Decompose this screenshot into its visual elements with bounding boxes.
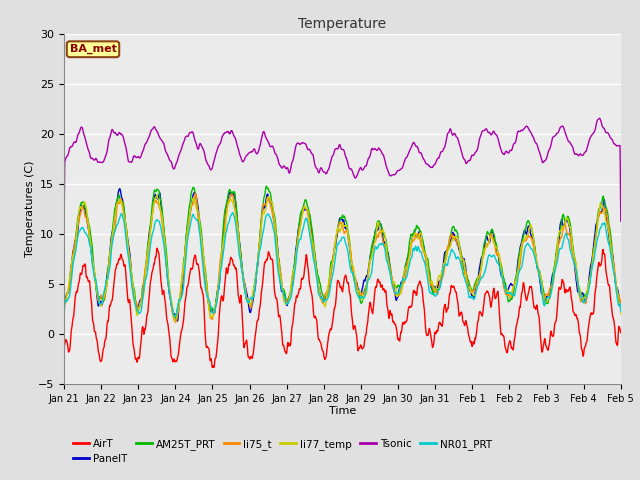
AM25T_PRT xyxy=(172,314,179,320)
AirT xyxy=(617,330,625,336)
li75_t xyxy=(60,312,68,318)
li77_temp xyxy=(103,279,111,285)
li77_temp xyxy=(378,229,385,235)
Tsonic xyxy=(377,148,385,154)
AM25T_PRT xyxy=(262,183,270,189)
AM25T_PRT xyxy=(297,209,305,215)
li77_temp xyxy=(297,219,305,225)
PanelT xyxy=(378,225,385,231)
Tsonic xyxy=(126,159,134,165)
X-axis label: Time: Time xyxy=(329,407,356,417)
Line: li77_temp: li77_temp xyxy=(64,195,621,321)
Tsonic xyxy=(60,229,68,235)
Legend: AirT, PanelT, AM25T_PRT, li75_t, li77_temp, Tsonic, NR01_PRT: AirT, PanelT, AM25T_PRT, li75_t, li77_te… xyxy=(69,435,496,468)
AM25T_PRT xyxy=(617,309,625,315)
Line: PanelT: PanelT xyxy=(64,189,621,321)
li77_temp xyxy=(172,318,179,324)
li75_t xyxy=(378,231,385,237)
Tsonic xyxy=(318,166,326,172)
NR01_PRT xyxy=(126,265,134,271)
PanelT xyxy=(103,272,111,278)
li77_temp xyxy=(617,311,625,317)
NR01_PRT xyxy=(297,236,305,242)
li75_t xyxy=(617,309,625,315)
NR01_PRT xyxy=(318,295,326,301)
AirT xyxy=(154,245,161,251)
AM25T_PRT xyxy=(126,255,134,261)
li77_temp xyxy=(153,192,161,198)
li75_t xyxy=(308,244,316,250)
NR01_PRT xyxy=(308,247,316,253)
Line: Tsonic: Tsonic xyxy=(64,118,621,232)
AirT xyxy=(378,283,385,288)
li77_temp xyxy=(308,240,316,245)
li75_t xyxy=(191,191,199,196)
AM25T_PRT xyxy=(319,291,326,297)
AirT xyxy=(297,281,305,287)
li75_t xyxy=(172,320,179,325)
li75_t xyxy=(319,300,326,306)
Tsonic xyxy=(596,115,604,121)
Line: AirT: AirT xyxy=(64,248,621,368)
Title: Temperature: Temperature xyxy=(298,17,387,31)
NR01_PRT xyxy=(60,315,68,321)
li75_t xyxy=(126,255,134,261)
PanelT xyxy=(617,310,625,316)
AM25T_PRT xyxy=(103,275,111,280)
AirT xyxy=(308,297,316,303)
Tsonic xyxy=(103,148,111,154)
li77_temp xyxy=(60,312,68,317)
PanelT xyxy=(60,310,68,315)
AirT xyxy=(60,339,68,345)
AirT xyxy=(126,298,134,303)
PanelT xyxy=(173,318,180,324)
Y-axis label: Temperatures (C): Temperatures (C) xyxy=(25,160,35,257)
Tsonic xyxy=(296,142,304,147)
Tsonic xyxy=(308,151,316,156)
NR01_PRT xyxy=(617,309,625,314)
PanelT xyxy=(308,239,316,244)
Line: AM25T_PRT: AM25T_PRT xyxy=(64,186,621,317)
PanelT xyxy=(116,186,124,192)
PanelT xyxy=(297,216,305,222)
NR01_PRT xyxy=(228,210,236,216)
Line: NR01_PRT: NR01_PRT xyxy=(64,213,621,318)
AirT xyxy=(319,348,326,353)
Line: li75_t: li75_t xyxy=(64,193,621,323)
li77_temp xyxy=(319,297,326,302)
li75_t xyxy=(103,281,111,287)
AM25T_PRT xyxy=(308,230,316,236)
AirT xyxy=(103,321,111,327)
AM25T_PRT xyxy=(378,223,385,229)
Text: BA_met: BA_met xyxy=(70,44,116,54)
NR01_PRT xyxy=(378,242,385,248)
AM25T_PRT xyxy=(60,309,68,315)
li75_t xyxy=(297,219,305,225)
PanelT xyxy=(126,254,134,260)
NR01_PRT xyxy=(103,276,111,282)
PanelT xyxy=(319,297,326,302)
li77_temp xyxy=(126,256,134,262)
AirT xyxy=(210,365,218,371)
Tsonic xyxy=(617,218,625,224)
